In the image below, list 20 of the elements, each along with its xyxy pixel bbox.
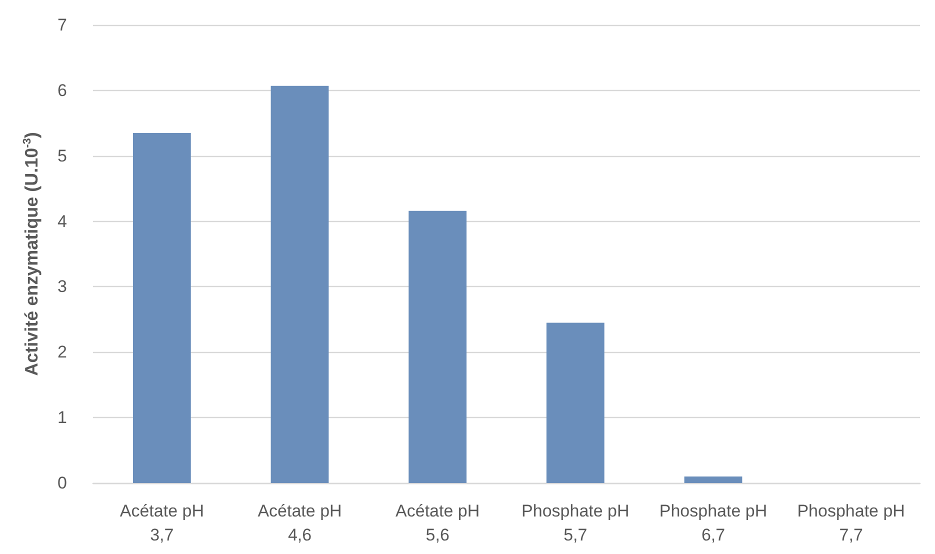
x-tick-label: Phosphate pH 5,7 bbox=[522, 502, 630, 544]
y-axis-title: Activité enzymatique (U.10-3) bbox=[22, 132, 42, 376]
y-tick-label: 4 bbox=[58, 212, 67, 231]
bar bbox=[132, 132, 191, 483]
x-tick-label: Phosphate pH 7,7 bbox=[797, 502, 905, 544]
x-tick-label: Acétate pH 3,7 bbox=[120, 502, 204, 544]
x-tick-label: Acétate pH 5,6 bbox=[396, 502, 480, 544]
y-tick-label: 1 bbox=[58, 408, 67, 428]
bar bbox=[408, 210, 467, 483]
bar bbox=[546, 322, 604, 483]
y-tick-label: 0 bbox=[58, 474, 67, 492]
y-tick-label: 3 bbox=[58, 277, 67, 296]
bar bbox=[684, 476, 742, 483]
y-tick-label: 5 bbox=[58, 146, 67, 166]
bar bbox=[270, 86, 329, 483]
x-tick-label: Phosphate pH 6,7 bbox=[659, 502, 768, 544]
x-tick-label: Acétate pH 4,6 bbox=[258, 502, 342, 544]
y-tick-label: 6 bbox=[58, 80, 67, 100]
y-tick-label: 2 bbox=[58, 342, 67, 362]
y-tick-label: 7 bbox=[58, 16, 67, 34]
